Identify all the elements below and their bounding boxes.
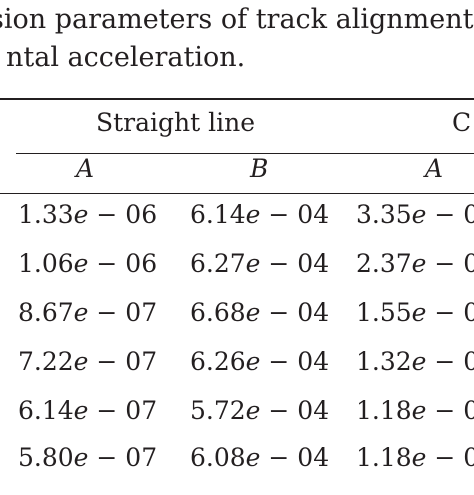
table-row: 8.67e − 07 6.68e − 04 1.55e − 0 xyxy=(0,298,474,350)
cell-curve-a: 1.32e − 0 xyxy=(356,347,474,376)
cell-straight-a: 8.67e − 07 xyxy=(18,298,158,327)
cell-straight-b: 6.08e − 04 xyxy=(190,443,330,472)
table-top-rule xyxy=(0,98,474,100)
cell-curve-a: 1.55e − 0 xyxy=(356,298,474,327)
cell-curve-a: 1.18e − 0 xyxy=(356,443,474,472)
caption-line-1: sion parameters of track alignment xyxy=(0,4,474,35)
table-row: 1.06e − 06 6.27e − 04 2.37e − 0 xyxy=(0,249,474,301)
cell-curve-a: 1.18e − 0 xyxy=(356,396,474,425)
table-row: 1.33e − 06 6.14e − 04 3.35e − 0 xyxy=(0,200,474,252)
sub-header-a: A xyxy=(76,154,95,183)
cell-straight-b: 6.26e − 04 xyxy=(190,347,330,376)
sub-header-b: B xyxy=(250,154,269,183)
cell-straight-b: 5.72e − 04 xyxy=(190,396,330,425)
cell-straight-a: 7.22e − 07 xyxy=(18,347,158,376)
cell-straight-a: 6.14e − 07 xyxy=(18,396,158,425)
cell-straight-a: 1.06e − 06 xyxy=(18,249,158,278)
cell-straight-b: 6.14e − 04 xyxy=(190,200,330,229)
caption-line-2: ntal acceleration. xyxy=(6,42,246,73)
sub-header-a-curve: A xyxy=(425,154,444,183)
cell-straight-b: 6.27e − 04 xyxy=(190,249,330,278)
cell-straight-b: 6.68e − 04 xyxy=(190,298,330,327)
group-header-curve: C xyxy=(452,108,472,137)
table-row: 7.22e − 07 6.26e − 04 1.32e − 0 xyxy=(0,347,474,399)
table-row: 6.14e − 07 5.72e − 04 1.18e − 0 xyxy=(0,396,474,448)
cell-straight-a: 1.33e − 06 xyxy=(18,200,158,229)
header-bottom-rule xyxy=(0,193,474,194)
cell-curve-a: 2.37e − 0 xyxy=(356,249,474,278)
table-row: 5.80e − 07 6.08e − 04 1.18e − 0 xyxy=(0,443,474,495)
group-header-rule xyxy=(16,153,474,154)
group-header-straight-line: Straight line xyxy=(96,108,256,137)
cell-straight-a: 5.80e − 07 xyxy=(18,443,158,472)
cell-curve-a: 3.35e − 0 xyxy=(356,200,474,229)
